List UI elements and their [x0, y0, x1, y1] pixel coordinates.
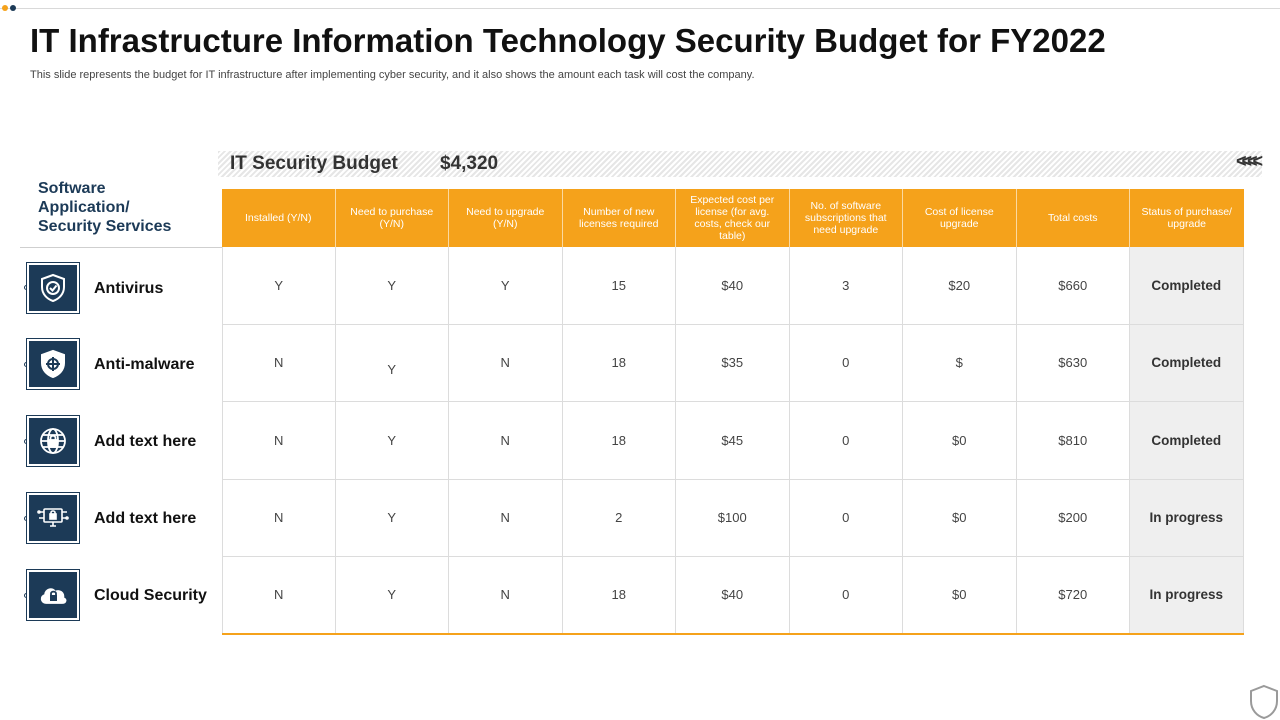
table-cell: Y	[336, 479, 449, 556]
table-cell: 2	[563, 479, 676, 556]
column-header: Number of new licenses required	[563, 189, 676, 247]
page-title: IT Infrastructure Information Technology…	[30, 22, 1106, 59]
table-cell: Y	[336, 402, 449, 479]
column-header: No. of software subscriptions that need …	[790, 189, 903, 247]
table-cell: 0	[790, 402, 903, 479]
row-label-cloud-security: Cloud Security	[0, 557, 222, 634]
column-header: Need to upgrade (Y/N)	[449, 189, 563, 247]
left-header-line: Software	[38, 180, 106, 197]
decor-dot-navy	[10, 5, 16, 11]
table-cell: 0	[790, 557, 903, 633]
row-label-antivirus: Antivirus	[0, 247, 222, 324]
row-name: Antivirus	[94, 280, 164, 297]
status-cell: In progress	[1130, 557, 1244, 633]
budget-value: $4,320	[440, 153, 499, 174]
status-cell: In progress	[1130, 479, 1244, 556]
table-cell: $45	[676, 402, 790, 479]
table-cell: Y	[336, 557, 449, 633]
table-cell: $	[903, 324, 1017, 401]
left-header-line: Application/	[38, 199, 130, 216]
status-cell: Completed	[1130, 247, 1244, 324]
table-cell: 3	[790, 247, 903, 324]
top-rule	[0, 8, 1280, 9]
table-cell: N	[222, 479, 336, 556]
left-header-line: Security Services	[38, 218, 172, 235]
decor-dot-orange	[2, 5, 8, 11]
row-label-anti-malware: Anti-malware	[0, 325, 222, 402]
table-header: Installed (Y/N) Need to purchase (Y/N) N…	[222, 189, 1244, 247]
table-cell: $0	[903, 557, 1017, 633]
shield-target-icon	[26, 338, 80, 390]
table-cell: $720	[1017, 557, 1130, 633]
chevrons-left-icon: <<<<	[1235, 151, 1263, 171]
table-cell: $200	[1017, 479, 1130, 556]
table-cell: Y	[222, 247, 336, 324]
table-cell: N	[449, 324, 563, 401]
globe-lock-icon	[26, 415, 80, 467]
shield-icon	[1250, 684, 1278, 720]
table-cell: 18	[563, 324, 676, 401]
budget-label: IT Security Budget	[230, 153, 398, 174]
table-cell: $0	[903, 402, 1017, 479]
page-subtitle: This slide represents the budget for IT …	[30, 69, 755, 81]
cloud-lock-icon	[26, 569, 80, 621]
row-label-item-4: Add text here	[0, 480, 222, 557]
table-cell: N	[222, 402, 336, 479]
left-divider	[20, 247, 222, 248]
table-cell: Y	[336, 247, 449, 324]
table-cell: $100	[676, 479, 790, 556]
table-row: N Y N 18 $35 0 $ $630 Completed	[222, 324, 1244, 402]
table-cell: N	[222, 324, 336, 401]
row-name: Cloud Security	[94, 587, 207, 604]
row-name: Anti-malware	[94, 356, 195, 373]
table-cell: $660	[1017, 247, 1130, 324]
table-cell: $810	[1017, 402, 1130, 479]
table-cell: 18	[563, 402, 676, 479]
table-row: N Y N 18 $45 0 $0 $810 Completed	[222, 402, 1244, 480]
row-label-item-3: Add text here	[0, 402, 222, 479]
table-cell: $40	[676, 557, 790, 633]
shield-check-icon	[26, 262, 80, 314]
budget-bar: IT Security Budget $4,320 <<<<	[218, 151, 1263, 177]
table-cell: $35	[676, 324, 790, 401]
table-cell: $0	[903, 479, 1017, 556]
table-cell: 18	[563, 557, 676, 633]
table-cell: N	[449, 557, 563, 633]
status-cell: Completed	[1130, 402, 1244, 479]
row-name: Add text here	[94, 433, 197, 450]
column-header: Need to purchase (Y/N)	[336, 189, 449, 247]
budget-table: Y Y Y 15 $40 3 $20 $660 Completed N Y N …	[222, 247, 1244, 635]
table-cell: 0	[790, 479, 903, 556]
row-name: Add text here	[94, 510, 197, 527]
table-cell: N	[449, 479, 563, 556]
left-column-header: Software Application/ Security Services	[38, 179, 171, 236]
table-cell: N	[222, 557, 336, 633]
status-cell: Completed	[1130, 324, 1244, 401]
table-row: Y Y Y 15 $40 3 $20 $660 Completed	[222, 247, 1244, 325]
column-header: Expected cost per license (for avg. cost…	[676, 189, 790, 247]
table-cell: N	[449, 402, 563, 479]
table-cell: $630	[1017, 324, 1130, 401]
column-header: Cost of license upgrade	[903, 189, 1017, 247]
column-header: Status of purchase/ upgrade	[1141, 206, 1232, 230]
table-cell: 15	[563, 247, 676, 324]
column-header: Installed (Y/N)	[222, 189, 336, 247]
table-cell: Y	[449, 247, 563, 324]
table-row: N Y N 18 $40 0 $0 $720 In progress	[222, 557, 1244, 635]
table-cell: $20	[903, 247, 1017, 324]
table-cell: 0	[790, 324, 903, 401]
table-cell: Y	[336, 324, 449, 401]
table-cell: $40	[676, 247, 790, 324]
column-header: Total costs	[1017, 189, 1130, 247]
monitor-lock-icon	[26, 492, 80, 544]
table-row: N Y N 2 $100 0 $0 $200 In progress	[222, 479, 1244, 557]
